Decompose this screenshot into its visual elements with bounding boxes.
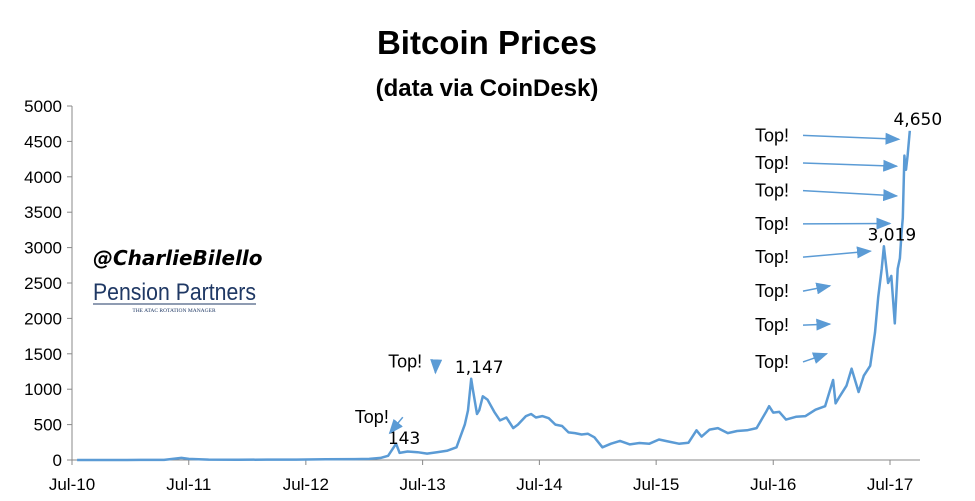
top-arrow xyxy=(430,359,443,375)
top-label: Top! xyxy=(755,153,789,173)
value-label: 143 xyxy=(388,429,420,449)
x-tick-label: Jul-15 xyxy=(633,475,679,494)
y-tick-label: 2500 xyxy=(24,274,62,293)
top-arrow xyxy=(802,282,832,295)
top-arrow xyxy=(388,416,404,435)
top-arrow xyxy=(802,132,901,145)
top-callouts: Top! Top! Top! Top! Top! Top! Top! Top! Top! Top! xyxy=(355,125,901,435)
brand-tagline: THE ATAC ROTATION MANAGER xyxy=(132,308,216,314)
y-tick-label: 1000 xyxy=(24,380,62,399)
x-tick-label: Jul-17 xyxy=(867,475,913,494)
y-tick-label: 4000 xyxy=(24,168,62,187)
watermark: @CharlieBilello Pension Partners THE ATA… xyxy=(93,246,263,314)
y-tick-label: 4500 xyxy=(24,132,62,151)
x-tick-label: Jul-13 xyxy=(399,475,445,494)
top-label: Top! xyxy=(755,281,789,301)
y-tick-label: 3500 xyxy=(24,203,62,222)
top-label: Top! xyxy=(755,315,789,335)
value-label: 3,019 xyxy=(868,225,917,245)
y-tick-label: 3000 xyxy=(24,239,62,258)
chart-title: Bitcoin Prices xyxy=(377,24,597,61)
top-label: Top! xyxy=(755,247,789,267)
top-arrow xyxy=(802,246,872,259)
value-label: 4,650 xyxy=(893,110,942,130)
top-label: Top! xyxy=(355,407,389,427)
chart-subtitle: (data via CoinDesk) xyxy=(376,75,599,102)
top-label: Top! xyxy=(755,181,789,201)
author-handle: @CharlieBilello xyxy=(93,246,263,270)
y-axis: 0 500 1000 1500 2000 2500 3000 3500 4000 4500 5000 xyxy=(24,97,73,470)
x-tick-label: Jul-16 xyxy=(750,475,796,494)
x-tick-label: Jul-10 xyxy=(49,475,95,494)
x-tick-label: Jul-11 xyxy=(166,475,211,494)
price-line xyxy=(77,130,912,462)
y-tick-label: 500 xyxy=(34,416,62,435)
top-label: Top! xyxy=(388,351,422,371)
y-tick-label: 5000 xyxy=(24,97,62,116)
value-label: 1,147 xyxy=(455,358,504,378)
top-arrow xyxy=(802,352,829,364)
top-label: Top! xyxy=(755,214,789,234)
y-tick-label: 0 xyxy=(53,451,62,470)
x-tick-label: Jul-14 xyxy=(516,475,562,494)
x-tick-label: Jul-12 xyxy=(283,475,329,494)
top-arrow xyxy=(802,318,832,331)
price-series xyxy=(77,130,912,462)
top-arrow xyxy=(802,189,899,202)
value-annotations: 143 1,147 3,019 4,650 xyxy=(388,110,942,449)
brand-logo-text: Pension Partners xyxy=(93,279,256,306)
x-axis: Jul-10 Jul-11 Jul-12 Jul-13 Jul-14 Jul-15 Jul-… xyxy=(49,459,920,494)
y-tick-label: 1500 xyxy=(24,345,62,364)
top-label: Top! xyxy=(755,352,789,372)
y-tick-label: 2000 xyxy=(24,309,62,328)
top-label: Top! xyxy=(755,125,789,145)
top-arrow xyxy=(802,159,899,172)
